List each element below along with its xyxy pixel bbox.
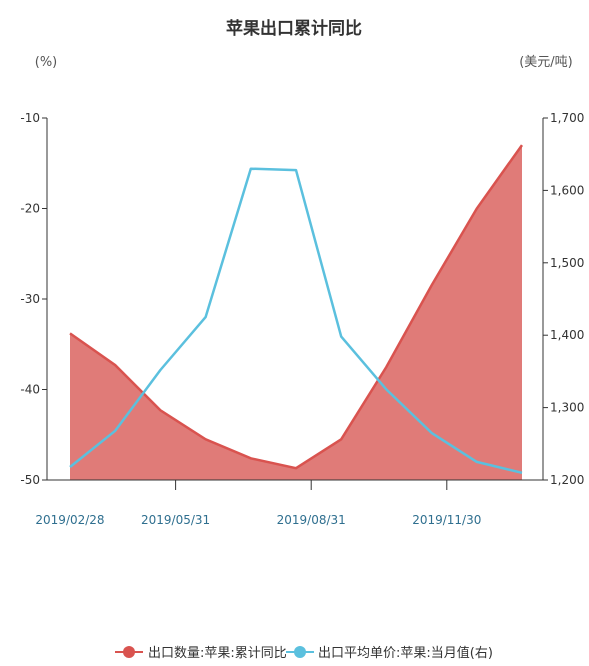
- legend-item-right-series[interactable]: 出口平均单价:苹果:当月值(右): [286, 645, 493, 661]
- y-left-tick-label: -10: [20, 111, 40, 125]
- y-right-unit: (美元/吨): [519, 55, 573, 70]
- y-left-unit: (%): [35, 55, 58, 70]
- legend-label-left-series: 出口数量:苹果:累计同比: [148, 646, 287, 661]
- legend-item-left-series[interactable]: 出口数量:苹果:累计同比: [115, 646, 287, 661]
- x-tick-label: 2019/11/30: [412, 513, 481, 527]
- legend-dot-right-series: [294, 646, 306, 658]
- legend-dot-left-series: [123, 646, 135, 658]
- area-fill-left-series: [70, 145, 522, 480]
- chart-title: 苹果出口累计同比: [226, 18, 362, 39]
- plot-area: [69, 144, 524, 480]
- x-tick-label: 2019/05/31: [141, 513, 210, 527]
- y-right-tick-label: 1,200: [550, 473, 584, 487]
- y-right-tick-label: 1,500: [550, 256, 584, 270]
- x-tick-label: 2019/02/28: [35, 513, 104, 527]
- axes: -10 -20 -30 -40 -50 1,700 1,600 1,500 1,400 1,300…: [20, 111, 584, 527]
- y-left-tick-label: -40: [20, 383, 40, 397]
- y-left-tick-label: -20: [20, 202, 40, 216]
- y-left-tick-label: -30: [20, 292, 40, 306]
- x-tick-label: 2019/08/31: [277, 513, 346, 527]
- y-right-tick-label: 1,600: [550, 183, 584, 197]
- y-right-tick-label: 1,300: [550, 401, 584, 415]
- legend-label-right-series: 出口平均单价:苹果:当月值(右): [318, 645, 493, 661]
- line-right-series: [69, 167, 523, 475]
- y-right-tick-label: 1,700: [550, 111, 584, 125]
- y-right-tick-label: 1,400: [550, 328, 584, 342]
- legend: 出口数量:苹果:累计同比 出口平均单价:苹果:当月值(右): [115, 645, 493, 661]
- area-line-left-series: [69, 144, 524, 470]
- y-left-tick-label: -50: [20, 473, 40, 487]
